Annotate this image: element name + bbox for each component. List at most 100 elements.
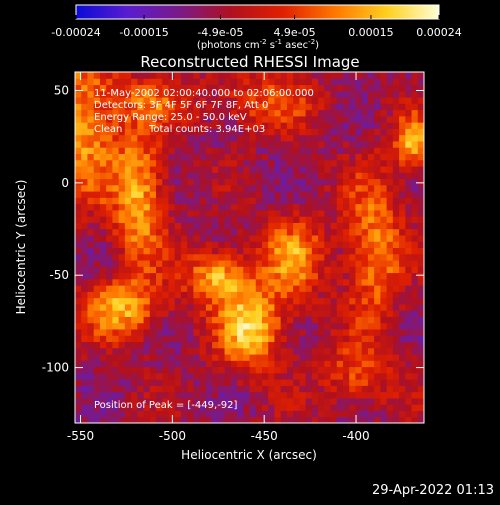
heatmap-cell (174, 209, 182, 217)
heatmap-cell (143, 354, 151, 361)
heatmap-cell (137, 366, 145, 374)
heatmap-cell (149, 209, 157, 217)
heatmap-cell (280, 322, 288, 330)
heatmap-cell (180, 278, 188, 286)
heatmap-cell (355, 385, 363, 393)
heatmap-cell (112, 291, 120, 299)
heatmap-cell (143, 234, 151, 242)
heatmap-cell (305, 297, 313, 305)
heatmap-cell (162, 72, 169, 79)
heatmap-cell (324, 328, 332, 336)
heatmap-cell (361, 253, 369, 261)
heatmap-cell (230, 191, 238, 198)
heatmap-cell (87, 134, 95, 142)
heatmap-cell (93, 78, 101, 86)
heatmap-cell (137, 385, 145, 393)
heatmap-cell (137, 241, 145, 248)
heatmap-cell (224, 241, 232, 248)
heatmap-cell (180, 410, 188, 418)
heatmap-cell (243, 228, 250, 236)
heatmap-cell (349, 366, 356, 374)
heatmap-cell (168, 335, 176, 343)
heatmap-cell (380, 222, 388, 230)
heatmap-cell (99, 303, 107, 311)
y-axis-label: Heliocentric Y (arcsec) (14, 180, 28, 315)
heatmap-cell (143, 147, 151, 154)
heatmap-cell (249, 322, 257, 330)
heatmap-cell (405, 260, 413, 267)
heatmap-cell (199, 147, 207, 154)
heatmap-cell (311, 153, 319, 161)
heatmap-cell (411, 391, 419, 399)
heatmap-cell (342, 335, 350, 343)
heatmap-cell (417, 203, 424, 211)
heatmap-cell (162, 322, 169, 330)
heatmap-cell (124, 78, 132, 86)
heatmap-cell (156, 153, 163, 161)
heatmap-cell (286, 166, 294, 173)
heatmap-cell (380, 103, 388, 111)
heatmap-cell (93, 191, 101, 198)
heatmap-cell (87, 109, 95, 117)
heatmap-cell (299, 397, 307, 405)
heatmap-cell (212, 84, 219, 92)
heatmap-cell (249, 253, 257, 261)
heatmap-cell (318, 416, 325, 423)
heatmap-cell (374, 253, 381, 261)
heatmap-cell (243, 159, 250, 167)
heatmap-cell (156, 78, 163, 86)
heatmap-cell (162, 404, 169, 411)
heatmap-cell (342, 134, 350, 142)
heatmap-cell (99, 241, 107, 248)
heatmap-cell (137, 310, 145, 317)
heatmap-cell (361, 391, 369, 399)
heatmap-cell (249, 222, 257, 230)
heatmap-cell (405, 278, 413, 286)
heatmap-cell (405, 272, 413, 280)
heatmap-cell (305, 391, 313, 399)
heatmap-cell (199, 366, 207, 374)
heatmap-cell (149, 391, 157, 399)
heatmap-cell (168, 140, 176, 148)
heatmap-cell (118, 134, 126, 142)
heatmap-cell (386, 285, 394, 292)
colorbar-tick-label: 0.00024 (416, 26, 462, 39)
heatmap-cell (112, 360, 120, 368)
heatmap-cell (299, 178, 307, 186)
heatmap-cell (193, 266, 201, 274)
heatmap-cell (274, 391, 282, 399)
heatmap-cell (286, 391, 294, 399)
heatmap-cell (137, 197, 145, 205)
heatmap-cell (106, 122, 113, 129)
heatmap-cell (124, 122, 132, 129)
heatmap-cell (81, 172, 88, 180)
heatmap-cell (212, 140, 219, 148)
heatmap-cell (349, 360, 356, 368)
heatmap-cell (124, 397, 132, 405)
heatmap-cell (118, 341, 126, 349)
x-axis-label: Heliocentric X (arcsec) (181, 448, 317, 462)
heatmap-cell (99, 178, 107, 186)
heatmap-cell (137, 347, 145, 355)
heatmap-cell (249, 347, 257, 355)
heatmap-cell (330, 222, 338, 230)
heatmap-cell (81, 253, 88, 261)
heatmap-cell (411, 122, 419, 129)
heatmap-cell (349, 310, 356, 317)
heatmap-cell (168, 253, 176, 261)
heatmap-cell (299, 147, 307, 154)
heatmap-cell (180, 316, 188, 324)
heatmap-cell (212, 291, 219, 299)
heatmap-cell (305, 328, 313, 336)
heatmap-cell (243, 134, 250, 142)
heatmap-cell (193, 291, 201, 299)
heatmap-cell (99, 316, 107, 324)
heatmap-cell (411, 410, 419, 418)
heatmap-cell (361, 153, 369, 161)
heatmap-cell (411, 178, 419, 186)
heatmap-cell (268, 354, 275, 361)
heatmap-cell (187, 347, 194, 355)
heatmap-cell (268, 222, 275, 230)
heatmap-cell (237, 209, 244, 217)
heatmap-cell (212, 128, 219, 136)
